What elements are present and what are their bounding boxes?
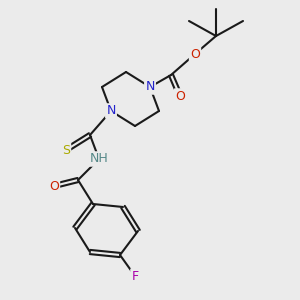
Text: N: N xyxy=(145,80,155,94)
Text: NH: NH xyxy=(90,152,108,166)
Text: O: O xyxy=(49,179,59,193)
Text: N: N xyxy=(106,104,116,118)
Text: O: O xyxy=(175,89,185,103)
Text: O: O xyxy=(190,47,200,61)
Text: F: F xyxy=(131,269,139,283)
Text: S: S xyxy=(62,143,70,157)
